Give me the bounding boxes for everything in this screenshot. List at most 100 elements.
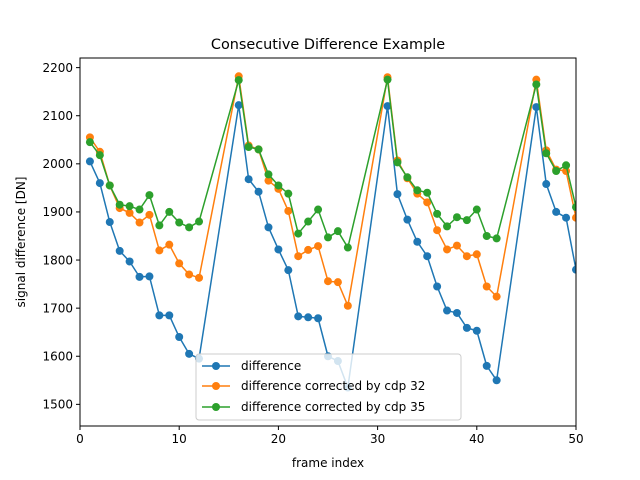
data-point [155, 221, 164, 230]
legend-marker-difference [212, 362, 220, 370]
data-point [145, 191, 154, 200]
data-point [185, 270, 194, 279]
legend-marker-cdp32 [212, 382, 220, 390]
data-point [115, 200, 124, 209]
data-point [85, 157, 94, 166]
data-point [423, 198, 432, 207]
data-point [274, 181, 283, 190]
data-point [333, 278, 342, 287]
legend-label-cdp32: difference corrected by cdp 32 [241, 379, 425, 393]
data-point [274, 245, 283, 254]
data-point [185, 349, 194, 358]
data-point [125, 257, 134, 266]
data-point [472, 326, 481, 335]
data-point [413, 186, 422, 195]
data-point [314, 314, 323, 323]
x-tick-label: 50 [568, 432, 583, 446]
x-axis: 0 10 20 30 40 50 [76, 426, 584, 446]
data-point [95, 179, 104, 188]
data-point [284, 266, 293, 275]
data-point [165, 240, 174, 249]
data-point [294, 229, 303, 238]
data-point [433, 209, 442, 218]
data-point [452, 241, 461, 250]
x-tick-label: 20 [271, 432, 286, 446]
data-point [304, 217, 313, 226]
data-point [492, 234, 501, 243]
data-point [85, 138, 94, 147]
y-tick-label: 1700 [42, 301, 73, 315]
data-point [165, 207, 174, 216]
data-point [343, 243, 352, 252]
data-point [542, 180, 551, 189]
legend-entry-difference: difference [202, 359, 301, 373]
data-point [472, 205, 481, 214]
data-point [542, 149, 551, 158]
data-point [195, 217, 204, 226]
data-point [562, 161, 571, 170]
x-tick-label: 40 [469, 432, 484, 446]
data-point [264, 176, 273, 185]
data-point [492, 376, 501, 385]
data-point [393, 190, 402, 199]
data-point [125, 208, 134, 217]
x-tick-label: 30 [370, 432, 385, 446]
data-point [155, 246, 164, 255]
data-point [304, 313, 313, 322]
y-axis-label: signal difference [DN] [14, 177, 28, 308]
data-point [294, 312, 303, 321]
data-point [254, 145, 263, 154]
data-point [175, 333, 184, 342]
plot-frame [79, 57, 577, 427]
data-point [244, 175, 253, 184]
data-point [284, 206, 293, 215]
data-point [443, 222, 452, 231]
y-tick-label: 2000 [42, 157, 73, 171]
legend: difference difference corrected by cdp 3… [195, 353, 462, 421]
data-point [234, 76, 243, 85]
data-point [185, 223, 194, 232]
legend-entry-cdp35: difference corrected by cdp 35 [202, 400, 425, 414]
data-point [572, 203, 576, 212]
y-tick-label: 2100 [42, 109, 73, 123]
data-point [482, 361, 491, 370]
data-point [462, 323, 471, 332]
y-tick-label: 1800 [42, 253, 73, 267]
data-point [105, 218, 114, 227]
data-point [294, 252, 303, 261]
data-point [383, 102, 392, 111]
series-2 [85, 75, 576, 252]
y-tick-label: 1900 [42, 205, 73, 219]
legend-marker-cdp35 [212, 403, 220, 411]
data-point [284, 189, 293, 198]
data-point [234, 101, 243, 110]
data-point [572, 265, 576, 274]
y-tick-label: 1600 [42, 350, 73, 364]
data-point [552, 207, 561, 216]
data-point [462, 216, 471, 225]
data-point [433, 282, 442, 291]
y-tick-label: 2200 [42, 61, 73, 75]
data-point [175, 218, 184, 227]
data-point [264, 223, 273, 232]
chart-title: Consecutive Difference Example [211, 37, 445, 53]
data-point [105, 181, 114, 190]
data-point [452, 213, 461, 222]
data-point [324, 233, 332, 242]
data-point [452, 308, 461, 317]
data-point [413, 237, 422, 246]
data-point [254, 187, 263, 196]
data-point [95, 151, 104, 160]
data-point [324, 277, 332, 286]
data-point [145, 210, 154, 219]
data-point [443, 245, 452, 254]
data-point [532, 103, 541, 112]
data-point [383, 75, 392, 84]
x-tick-label: 10 [172, 432, 187, 446]
data-point [314, 242, 323, 251]
data-point [135, 218, 144, 227]
legend-label-difference: difference [241, 359, 301, 373]
x-axis-label: frame index [292, 456, 364, 470]
legend-box [195, 353, 462, 421]
